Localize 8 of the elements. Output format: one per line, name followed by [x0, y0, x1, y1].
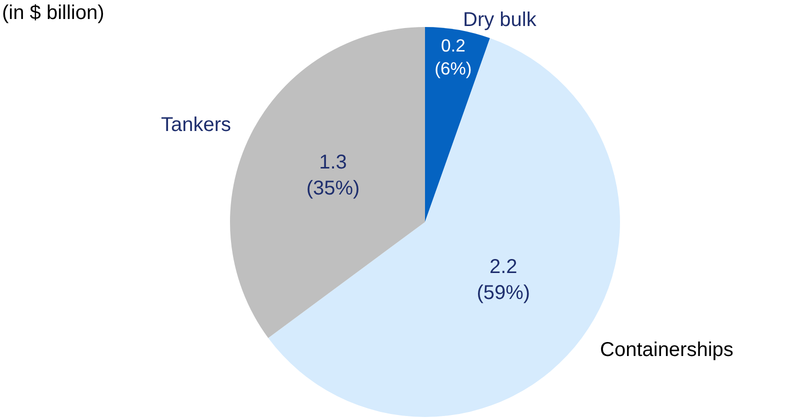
data-label: 0.2 (6%) — [434, 35, 472, 78]
slice-label: Containerships — [600, 339, 734, 361]
data-label: 1.3 (35%) — [306, 152, 360, 200]
data-label: 2.2 (59%) — [476, 256, 530, 304]
pie-slice — [230, 27, 425, 338]
slice-label: Dry bulk — [463, 9, 538, 31]
slice-label: Tankers — [161, 114, 232, 136]
chart-title: (in $ billion) — [2, 2, 104, 24]
